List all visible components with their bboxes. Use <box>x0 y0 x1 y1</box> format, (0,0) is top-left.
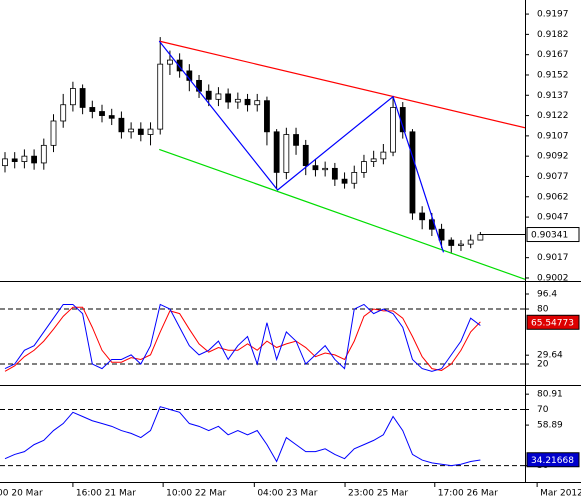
candle-body <box>419 212 426 221</box>
candle-body <box>361 161 367 173</box>
last-value-label: 65.54773 <box>531 318 574 328</box>
candle-body <box>2 158 8 167</box>
candle-body <box>118 117 125 133</box>
y-tick-label: 0.9197 <box>537 10 569 20</box>
candle-body <box>331 167 338 180</box>
x-tick-label: 23:00 25 Mar <box>348 489 408 499</box>
y-tick-label: 0.9017 <box>537 253 569 263</box>
x-tick-label: 10:00 22 Mar <box>166 489 226 499</box>
candle-body <box>167 59 173 65</box>
y-tick-label: 80 <box>537 305 549 315</box>
candle-body <box>370 158 377 162</box>
y-tick-label: 96.4 <box>537 289 557 299</box>
y-tick-label: 0.9062 <box>537 192 569 202</box>
x-tick-label: 04:00 23 Mar <box>257 489 317 499</box>
candle-body <box>477 234 484 241</box>
candle-body <box>234 98 241 103</box>
y-tick-label: 58.89 <box>537 421 563 431</box>
y-tick-label: 80.91 <box>537 390 563 400</box>
candle-body <box>137 128 144 135</box>
trend-line <box>159 148 526 280</box>
candle-body <box>273 131 280 173</box>
candle-body <box>11 158 18 162</box>
candle-body <box>176 59 183 72</box>
candle-body <box>21 155 28 162</box>
candle-body <box>380 151 387 160</box>
y-tick-label: 0.9152 <box>537 70 569 80</box>
candle-body <box>322 167 329 171</box>
candle-body <box>409 131 416 214</box>
candle-body <box>341 178 348 184</box>
last-value-box <box>526 227 580 243</box>
candle-body <box>254 100 261 106</box>
candle-body <box>99 111 105 116</box>
candle-body <box>390 107 396 153</box>
y-tick-label: 0.9047 <box>537 213 569 223</box>
candle-body <box>205 90 212 100</box>
indicator-line <box>4 303 481 372</box>
candle-body <box>50 120 57 146</box>
y-tick-label: 0.9122 <box>537 111 569 121</box>
candle-body <box>70 88 76 106</box>
indicator-line <box>4 306 481 372</box>
indicator-line <box>4 406 481 467</box>
candle-body <box>438 228 445 241</box>
y-tick-label: 70 <box>537 405 549 415</box>
candle-body <box>147 128 154 135</box>
x-tick-label: Mar 2012 <box>540 489 581 499</box>
y-tick-label: 0.9002 <box>537 273 569 283</box>
last-value-label: 34.21668 <box>531 456 574 466</box>
x-tick-label: 16:00 21 Mar <box>76 489 136 499</box>
trend-line <box>159 40 526 129</box>
candle-body <box>31 155 38 164</box>
y-tick-label: 0.9167 <box>537 50 569 60</box>
y-tick-label: 0.9092 <box>537 152 569 162</box>
last-value-box <box>526 452 580 468</box>
candle-body <box>448 239 455 246</box>
x-tick-label: 17:00 26 Mar <box>438 489 498 499</box>
candle-body <box>225 93 232 103</box>
y-tick-label: 0.9107 <box>537 131 569 141</box>
candle-body <box>40 144 47 164</box>
trend-line <box>158 40 445 253</box>
candle-body <box>60 104 67 122</box>
y-tick-label: 0.9077 <box>537 172 569 182</box>
candle-body <box>79 88 86 108</box>
y-tick-label: 29.64 <box>537 351 563 361</box>
candle-body <box>458 243 464 246</box>
candle-body <box>157 63 164 130</box>
candle-body <box>467 239 474 245</box>
y-tick-label: 0.9182 <box>537 30 569 40</box>
y-tick-label: 0.9137 <box>537 91 569 101</box>
candle-body <box>128 128 135 133</box>
candle-body <box>264 100 270 133</box>
candle-body <box>302 144 309 167</box>
x-tick-label: 00 20 Mar <box>0 489 43 499</box>
candle-body <box>293 134 299 146</box>
candle-body <box>89 107 96 112</box>
y-tick-label: 20 <box>537 360 549 370</box>
candle-body <box>215 93 222 100</box>
candle-body <box>351 172 358 184</box>
candle-body <box>244 98 251 106</box>
last-value-box <box>526 314 580 330</box>
candle-body <box>312 165 319 171</box>
last-value-label: 0.90341 <box>531 231 568 241</box>
candle-body <box>108 115 115 119</box>
candle-body <box>283 134 290 173</box>
